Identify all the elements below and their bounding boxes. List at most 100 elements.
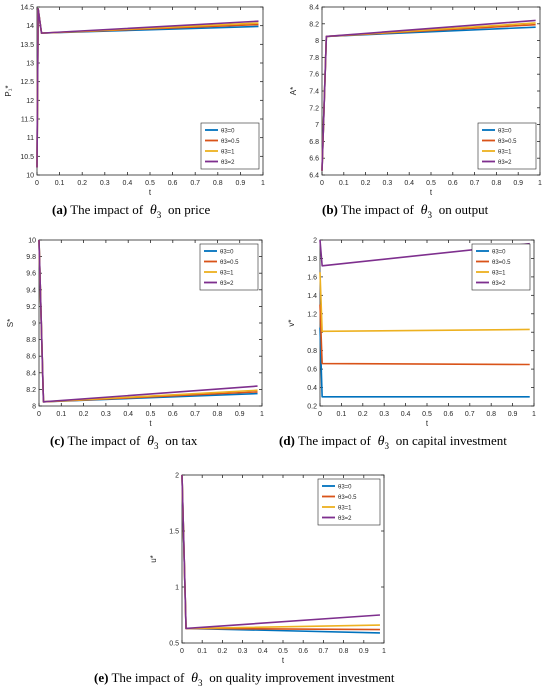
series-line-3 <box>321 19 536 171</box>
x-tick-label: 0 <box>320 180 324 187</box>
caption-e: (e) The impact of θ3 on quality improvem… <box>94 670 394 688</box>
caption-b-prefix: The impact of <box>340 202 414 217</box>
x-tick-label: 0.2 <box>361 180 371 187</box>
y-axis-label: P₁* <box>4 85 13 96</box>
x-tick-label: 0.6 <box>448 180 458 187</box>
x-tick-label: 0.9 <box>235 411 245 418</box>
y-axis-label: A* <box>289 87 298 95</box>
legend-label-1: θ3=0.5 <box>338 495 357 501</box>
x-tick-label: 0.1 <box>339 180 349 187</box>
y-tick-label: 8 <box>315 38 319 45</box>
x-tick-label: 0.2 <box>218 648 228 655</box>
legend-label-0: θ3=0 <box>220 250 234 256</box>
series-line-1 <box>319 304 530 366</box>
chart-e-svg: 0 0.1 0.2 0.3 0.4 0.5 0.6 0.7 0.8 0.9 1 0.5 1 1.5 2 t u*… <box>149 473 386 666</box>
x-tick-label: 0.6 <box>168 411 178 418</box>
legend-label-2: θ3=1 <box>221 150 235 156</box>
x-tick-label: 0.1 <box>337 411 347 418</box>
y-tick-label: 12.5 <box>20 79 34 86</box>
y-axis-label: S* <box>6 319 15 327</box>
x-tick-label: 0.1 <box>56 411 66 418</box>
x-tick-label: 0.7 <box>190 180 200 187</box>
y-tick-label: 10.5 <box>20 154 34 161</box>
series-line-0 <box>319 327 530 398</box>
legend-label-3: θ3=2 <box>338 516 352 522</box>
series-line-3 <box>38 239 258 403</box>
caption-e-suffix: on quality improvement investment <box>209 670 395 685</box>
x-tick-label: 0.6 <box>168 180 178 187</box>
caption-a-suffix: on price <box>168 202 211 217</box>
x-tick-label: 0.3 <box>101 411 111 418</box>
x-axis-label: t <box>149 419 152 428</box>
x-tick-label: 0.2 <box>358 411 368 418</box>
legend-label-3: θ3=2 <box>498 160 512 166</box>
legend-label-2: θ3=1 <box>492 271 506 277</box>
x-axis-label: t <box>282 656 285 665</box>
y-tick-label: 0.4 <box>307 385 317 392</box>
caption-e-prefix: The impact of <box>111 670 185 685</box>
y-tick-label: 2 <box>313 238 317 245</box>
y-tick-label: 13.5 <box>20 42 34 49</box>
caption-a-symbol: θ3 <box>149 203 162 220</box>
y-tick-label: 1 <box>175 585 179 592</box>
y-tick-label: 0.5 <box>169 641 179 648</box>
x-tick-label: 1 <box>538 180 542 187</box>
y-tick-label: 9.8 <box>26 254 36 261</box>
y-tick-label: 7 <box>315 122 319 129</box>
x-tick-label: 0.8 <box>492 180 502 187</box>
y-tick-label: 14 <box>26 23 34 30</box>
x-axis-label: t <box>430 188 433 197</box>
legend-label-0: θ3=0 <box>492 250 506 256</box>
caption-c-suffix: on tax <box>165 433 198 448</box>
x-tick-label: 1 <box>532 411 536 418</box>
caption-d-label: (d) <box>279 433 295 448</box>
x-tick-label: 1 <box>382 648 386 655</box>
x-tick-label: 0.1 <box>197 648 207 655</box>
chart-panel-e: 0 0.1 0.2 0.3 0.4 0.5 0.6 0.7 0.8 0.9 1 0.5 1 1.5 2 t u*… <box>94 465 430 692</box>
y-tick-label: 9.2 <box>26 304 36 311</box>
y-tick-label: 1.4 <box>307 293 317 300</box>
y-tick-label: 8.4 <box>309 5 319 12</box>
x-tick-label: 0.5 <box>145 180 155 187</box>
chart-panel-a: 0 0.1 0.2 0.3 0.4 0.5 0.6 0.7 0.8 0.9 1 10 10.5 11 11.… <box>0 0 275 225</box>
x-tick-label: 0 <box>180 648 184 655</box>
x-tick-label: 0.7 <box>465 411 475 418</box>
legend-label-0: θ3=0 <box>338 485 352 491</box>
x-tick-label: 0.7 <box>319 648 329 655</box>
x-tick-label: 1 <box>261 180 265 187</box>
y-axis-label: v* <box>287 319 296 326</box>
series-line-3 <box>319 239 530 267</box>
y-tick-label: 1.6 <box>307 274 317 281</box>
y-tick-label: 7.2 <box>309 105 319 112</box>
y-tick-label: 6.8 <box>309 139 319 146</box>
chart-panel-c: 0 0.1 0.2 0.3 0.4 0.5 0.6 0.7 0.8 0.9 1 8 8.2 8.4 8.6 8… <box>0 230 275 458</box>
caption-b: (b) The impact of θ3 on output <box>322 202 488 220</box>
x-axis-label: t <box>149 188 152 197</box>
y-tick-label: 2 <box>175 473 179 480</box>
legend-label-1: θ3=0.5 <box>221 139 240 145</box>
y-axis-label: u* <box>149 555 158 563</box>
y-tick-label: 10 <box>26 173 34 180</box>
x-tick-label: 0.3 <box>100 180 110 187</box>
y-tick-label: 0.8 <box>307 348 317 355</box>
chart-a-svg: 0 0.1 0.2 0.3 0.4 0.5 0.6 0.7 0.8 0.9 1 10 10.5 11 11.… <box>4 5 265 198</box>
legend-label-1: θ3=0.5 <box>220 260 239 266</box>
y-tick-label: 7.4 <box>309 89 319 96</box>
legend-label-2: θ3=1 <box>498 150 512 156</box>
series-line-3 <box>181 474 381 630</box>
x-tick-label: 0.9 <box>513 180 523 187</box>
x-tick-label: 0.5 <box>422 411 432 418</box>
caption-a: (a) The impact of θ3 on price <box>52 202 210 220</box>
caption-c-prefix: The impact of <box>67 433 141 448</box>
caption-b-suffix: on output <box>438 202 489 217</box>
x-tick-label: 0.4 <box>258 648 268 655</box>
y-tick-label: 8.6 <box>26 354 36 361</box>
x-tick-label: 0.9 <box>236 180 246 187</box>
legend-label-0: θ3=0 <box>498 129 512 135</box>
chart-d-svg: 0 0.1 0.2 0.3 0.4 0.5 0.6 0.7 0.8 0.9 1 0.2 0.4 0.6 0.… <box>287 238 536 429</box>
x-tick-label: 1 <box>260 411 264 418</box>
y-tick-label: 6.4 <box>309 173 319 180</box>
x-tick-label: 0.5 <box>278 648 288 655</box>
x-tick-label: 0.3 <box>379 411 389 418</box>
y-tick-label: 0.2 <box>307 404 317 411</box>
